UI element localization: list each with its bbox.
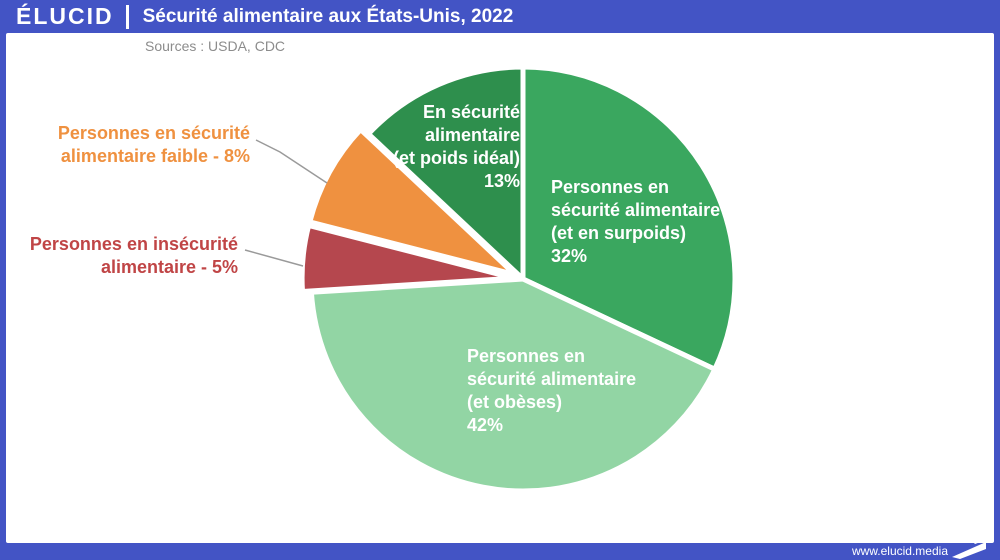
label-line: Personnes en insécurité [29, 234, 238, 254]
label-line: (et en surpoids) [551, 223, 687, 243]
label-value: 32% [551, 246, 588, 266]
brand-logo: ÉLUCID [16, 3, 114, 29]
sources-text: Sources : USDA, CDC [145, 38, 286, 54]
label-value: 42% [467, 415, 504, 435]
pie-slice-surpoids [520, 64, 738, 372]
footer-url: www.elucid.media [851, 544, 948, 558]
leader-line-faible [255, 139, 328, 184]
pie-slice-obeses [308, 276, 718, 494]
label-line: Personnes en [551, 177, 670, 197]
label-line: En sécurité [422, 102, 520, 122]
label-line: sécurité alimentaire [467, 369, 637, 389]
label-line: Personnes en sécurité [57, 123, 250, 143]
label-poids-ideal: En sécurité alimentaire (et poids idéal)… [330, 101, 520, 193]
label-line: Personnes en [467, 346, 586, 366]
label-line: (et obèses) [467, 392, 563, 412]
elucid-flag-icon [952, 534, 986, 559]
label-value: 13% [483, 171, 520, 191]
label-line: alimentaire faible - 8% [60, 146, 250, 166]
pie-slice-insecurite [299, 222, 517, 294]
label-line: (et poids idéal) [392, 148, 520, 168]
leader-line-insecurite [244, 249, 304, 267]
page-title: Sécurité alimentaire aux États-Unis, 202… [142, 5, 514, 27]
header-divider [125, 4, 129, 29]
header-band: ÉLUCID Sécurité alimentaire aux États-Un… [0, 0, 1000, 33]
pie-slice-poids-ideal [366, 64, 526, 282]
label-faible: Personnes en sécurité alimentaire faible… [30, 122, 250, 168]
label-insecurite: Personnes en insécurité alimentaire - 5% [18, 233, 238, 279]
label-line: alimentaire [424, 125, 520, 145]
label-line: alimentaire - 5% [100, 257, 238, 277]
label-obeses: Personnes en sécurité alimentaire (et ob… [467, 345, 636, 437]
label-line: sécurité alimentaire [551, 200, 721, 220]
label-surpoids: Personnes en sécurité alimentaire (et en… [551, 176, 720, 268]
pie-slice-faible [307, 127, 518, 278]
footer-band [0, 543, 1000, 560]
